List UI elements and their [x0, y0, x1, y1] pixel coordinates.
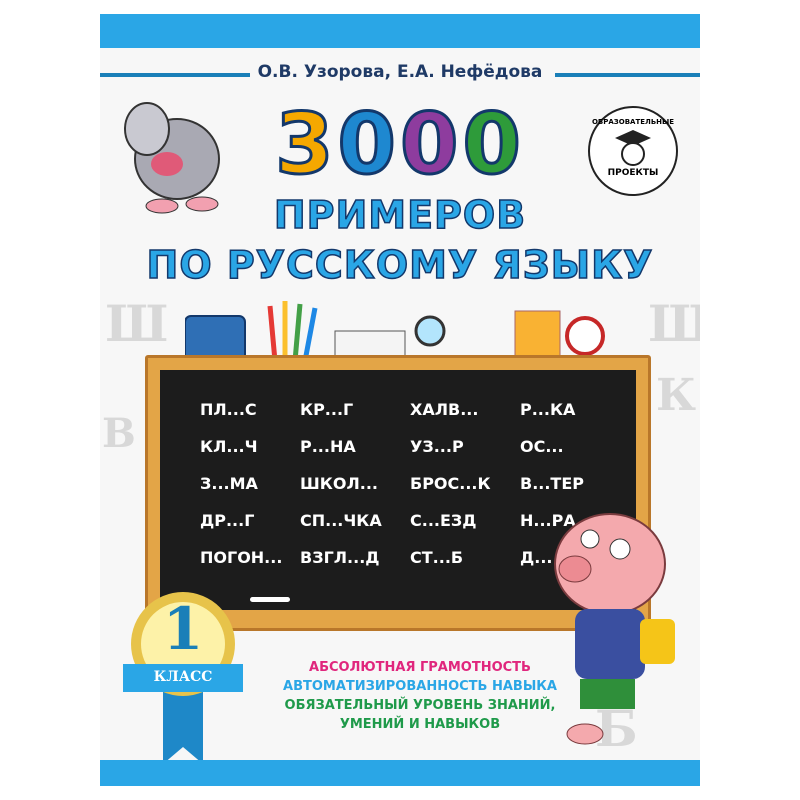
- divider: [555, 73, 700, 77]
- chalk: [250, 597, 290, 602]
- book-cover: Ш Щ К В Б О.В. Узорова, Е.А. Нефёдова 30…: [100, 14, 700, 786]
- board-word: КЛ...Ч: [200, 437, 258, 456]
- background-letters: Ш: [105, 294, 169, 353]
- taglines: АБСОЛЮТНАЯ ГРАМОТНОСТЬ АВТОМАТИЗИРОВАННО…: [260, 658, 580, 734]
- background-letters: В: [102, 410, 136, 457]
- board-word: ШКОЛ...: [300, 474, 378, 493]
- board-word: КР...Г: [300, 400, 354, 419]
- board-word: Р...КА: [520, 400, 576, 419]
- number-3000: 3000: [274, 95, 525, 193]
- board-word: ХАЛВ...: [410, 400, 479, 419]
- authors: О.В. Узорова, Е.А. Нефёдова: [100, 62, 700, 82]
- board-word: СП...ЧКА: [300, 511, 382, 530]
- bottom-band: [100, 760, 700, 786]
- board-word: С...ЕЗД: [410, 511, 477, 530]
- board-word: Р...НА: [300, 437, 356, 456]
- grade-label: КЛАСС: [153, 669, 213, 685]
- background-letters: Б: [595, 699, 638, 758]
- board-word: БРОС...К: [410, 474, 491, 493]
- divider: [100, 73, 250, 77]
- grade-number: 1: [162, 595, 204, 663]
- board-word: ВЗГЛ...Д: [300, 548, 380, 567]
- background-letters: Щ: [648, 294, 700, 353]
- grade-medal: [123, 592, 243, 764]
- top-band: [100, 14, 700, 48]
- title-line-2: ПО РУССКОМУ ЯЗЫКУ: [146, 243, 654, 288]
- background-letters: К: [656, 370, 697, 421]
- pig-illustration: [554, 513, 675, 745]
- tagline: АВТОМАТИЗИРОВАННОСТЬ НАВЫКА: [283, 679, 557, 694]
- cat-scholar-icon: [615, 130, 651, 166]
- board-word: ОС...: [520, 437, 564, 456]
- board-word: Н...РА: [520, 511, 576, 530]
- board-word: УЗ...Р: [410, 437, 464, 456]
- board-word: ПОГОН...: [200, 548, 283, 567]
- tagline: УМЕНИЙ И НАВЫКОВ: [339, 717, 501, 732]
- tagline: ОБЯЗАТЕЛЬНЫЙ УРОВЕНЬ ЗНАНИЙ,: [284, 698, 556, 713]
- school-supplies-illustration: [185, 301, 605, 362]
- elephant-illustration: [124, 102, 220, 214]
- publisher-logo: ОБРАЗОВАТЕЛЬНЫЕ ПРОЕКТЫ: [588, 106, 678, 196]
- board-word: В...ТЕР: [520, 474, 584, 493]
- tagline: АБСОЛЮТНАЯ ГРАМОТНОСТЬ: [309, 660, 531, 675]
- board-word: Д...: [520, 548, 553, 567]
- board-word: СТ...Б: [410, 548, 464, 567]
- title-line-1: ПРИМЕРОВ: [273, 193, 527, 238]
- board-word: З...МА: [200, 474, 258, 493]
- board-word: ДР...Г: [200, 511, 255, 530]
- word-grid: ПЛ...С КР...Г ХАЛВ... Р...КА КЛ...Ч Р...НА УЗ.…: [200, 400, 620, 567]
- board-word: ПЛ...С: [200, 400, 257, 419]
